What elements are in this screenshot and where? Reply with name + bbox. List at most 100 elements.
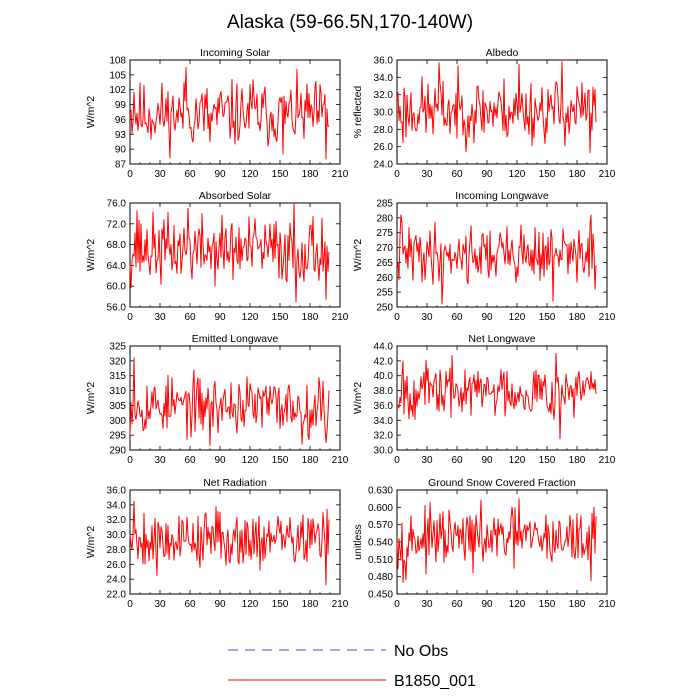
y-tick-label: 260 bbox=[376, 273, 393, 284]
x-tick-label: 150 bbox=[272, 455, 289, 466]
y-tick-label: 40.0 bbox=[374, 371, 394, 382]
y-tick-label: 60.0 bbox=[107, 282, 127, 293]
figure-title: Alaska (59-66.5N,170-140W) bbox=[227, 12, 473, 33]
y-tick-label: 105 bbox=[109, 70, 126, 81]
y-tick-label: 56.0 bbox=[107, 303, 127, 314]
panel-title: Incoming Longwave bbox=[455, 190, 549, 202]
x-tick-label: 30 bbox=[154, 599, 166, 610]
y-axis-label: W/m^2 bbox=[85, 526, 97, 559]
y-tick-label: 280 bbox=[376, 213, 393, 224]
y-tick-label: 30.0 bbox=[107, 530, 127, 541]
x-tick-label: 30 bbox=[421, 169, 433, 180]
x-tick-label: 90 bbox=[481, 169, 493, 180]
x-tick-label: 0 bbox=[394, 455, 400, 466]
x-tick-label: 180 bbox=[302, 169, 319, 180]
panel-title: Ground Snow Covered Fraction bbox=[428, 477, 576, 489]
x-tick-label: 150 bbox=[539, 312, 556, 323]
plot-frame bbox=[129, 489, 341, 595]
y-tick-label: 102 bbox=[109, 85, 126, 96]
x-tick-label: 210 bbox=[599, 455, 616, 466]
panel-1: Albedo % reflected 0 30 60 90 120 150 180 210 24.0… bbox=[352, 47, 616, 180]
x-tick-label: 0 bbox=[127, 312, 133, 323]
legend: No Obs B1850_001 bbox=[228, 643, 476, 690]
y-axis-label: W/m^2 bbox=[352, 239, 364, 272]
x-tick-label: 30 bbox=[154, 312, 166, 323]
x-tick-label: 180 bbox=[569, 455, 586, 466]
x-tick-label: 90 bbox=[214, 599, 226, 610]
x-tick-label: 30 bbox=[154, 169, 166, 180]
y-tick-label: 68.0 bbox=[107, 240, 127, 251]
x-tick-label: 150 bbox=[539, 455, 556, 466]
series-line-B1850_001 bbox=[396, 214, 597, 305]
y-tick-label: 93 bbox=[115, 130, 127, 141]
y-tick-label: 0.570 bbox=[368, 520, 393, 531]
y-tick-label: 0.480 bbox=[368, 572, 393, 583]
x-tick-label: 90 bbox=[481, 312, 493, 323]
x-tick-label: 180 bbox=[569, 312, 586, 323]
x-tick-label: 120 bbox=[509, 599, 526, 610]
x-tick-label: 210 bbox=[599, 599, 616, 610]
x-tick-label: 30 bbox=[421, 455, 433, 466]
y-tick-label: 295 bbox=[109, 431, 126, 442]
x-tick-label: 0 bbox=[127, 169, 133, 180]
x-tick-label: 120 bbox=[242, 169, 259, 180]
x-tick-label: 0 bbox=[127, 455, 133, 466]
series-line-B1850_001 bbox=[129, 66, 330, 160]
x-tick-label: 210 bbox=[599, 312, 616, 323]
x-tick-label: 0 bbox=[127, 599, 133, 610]
x-tick-label: 90 bbox=[481, 455, 493, 466]
y-axis-label: % reflected bbox=[352, 86, 364, 139]
y-tick-label: 36.0 bbox=[374, 56, 394, 67]
y-tick-label: 315 bbox=[109, 371, 126, 382]
y-tick-label: 96 bbox=[115, 115, 127, 126]
y-tick-label: 0.600 bbox=[368, 503, 393, 514]
x-tick-label: 60 bbox=[451, 599, 463, 610]
x-tick-label: 180 bbox=[302, 312, 319, 323]
series-line-B1850_001 bbox=[129, 357, 330, 446]
y-tick-label: 34.0 bbox=[107, 500, 127, 511]
y-tick-label: 255 bbox=[376, 288, 393, 299]
y-axis-label: W/m^2 bbox=[85, 239, 97, 272]
panel-title: Net Longwave bbox=[468, 333, 535, 345]
x-tick-label: 180 bbox=[569, 169, 586, 180]
y-tick-label: 0.630 bbox=[368, 486, 393, 497]
panel-6: Net Radiation W/m^2 0 30 60 90 120 150 180 210 22.… bbox=[85, 477, 349, 610]
x-tick-label: 120 bbox=[242, 312, 259, 323]
y-tick-label: 108 bbox=[109, 56, 126, 67]
x-tick-label: 60 bbox=[451, 455, 463, 466]
x-tick-label: 60 bbox=[184, 169, 196, 180]
x-tick-label: 90 bbox=[214, 312, 226, 323]
y-tick-label: 22.0 bbox=[107, 590, 127, 601]
y-axis-label: unitless bbox=[352, 524, 364, 560]
y-tick-label: 38.0 bbox=[374, 386, 394, 397]
y-tick-label: 28.0 bbox=[374, 125, 394, 136]
plot-frame bbox=[396, 345, 608, 451]
y-tick-label: 0.510 bbox=[368, 555, 393, 566]
y-axis-label: W/m^2 bbox=[85, 382, 97, 415]
y-tick-label: 87 bbox=[115, 160, 127, 171]
panel-7: Ground Snow Covered Fraction unitless 0 30 6… bbox=[352, 477, 616, 610]
y-tick-label: 32.0 bbox=[374, 431, 394, 442]
y-tick-label: 320 bbox=[109, 356, 126, 367]
y-tick-label: 275 bbox=[376, 228, 393, 239]
series-line-B1850_001 bbox=[129, 500, 330, 586]
x-tick-label: 0 bbox=[394, 312, 400, 323]
x-tick-label: 210 bbox=[332, 312, 349, 323]
series-line-B1850_001 bbox=[129, 202, 330, 303]
y-tick-label: 30.0 bbox=[374, 108, 394, 119]
y-tick-label: 30.0 bbox=[374, 446, 394, 457]
panel-title: Absorbed Solar bbox=[199, 190, 272, 202]
panel-2: Absorbed Solar W/m^2 0 30 60 90 120 150 180 210 56… bbox=[85, 190, 349, 323]
x-tick-label: 90 bbox=[481, 599, 493, 610]
x-tick-label: 120 bbox=[509, 312, 526, 323]
series-line-B1850_001 bbox=[396, 352, 597, 440]
y-tick-label: 34.0 bbox=[374, 416, 394, 427]
x-tick-label: 150 bbox=[272, 312, 289, 323]
x-tick-label: 150 bbox=[272, 599, 289, 610]
x-tick-label: 0 bbox=[394, 169, 400, 180]
y-tick-label: 76.0 bbox=[107, 199, 127, 210]
y-tick-label: 0.450 bbox=[368, 590, 393, 601]
panel-title: Net Radiation bbox=[203, 477, 267, 489]
panel-0: Incoming Solar W/m^2 0 30 60 90 120 150 180 210 87… bbox=[85, 47, 349, 180]
x-tick-label: 210 bbox=[599, 169, 616, 180]
